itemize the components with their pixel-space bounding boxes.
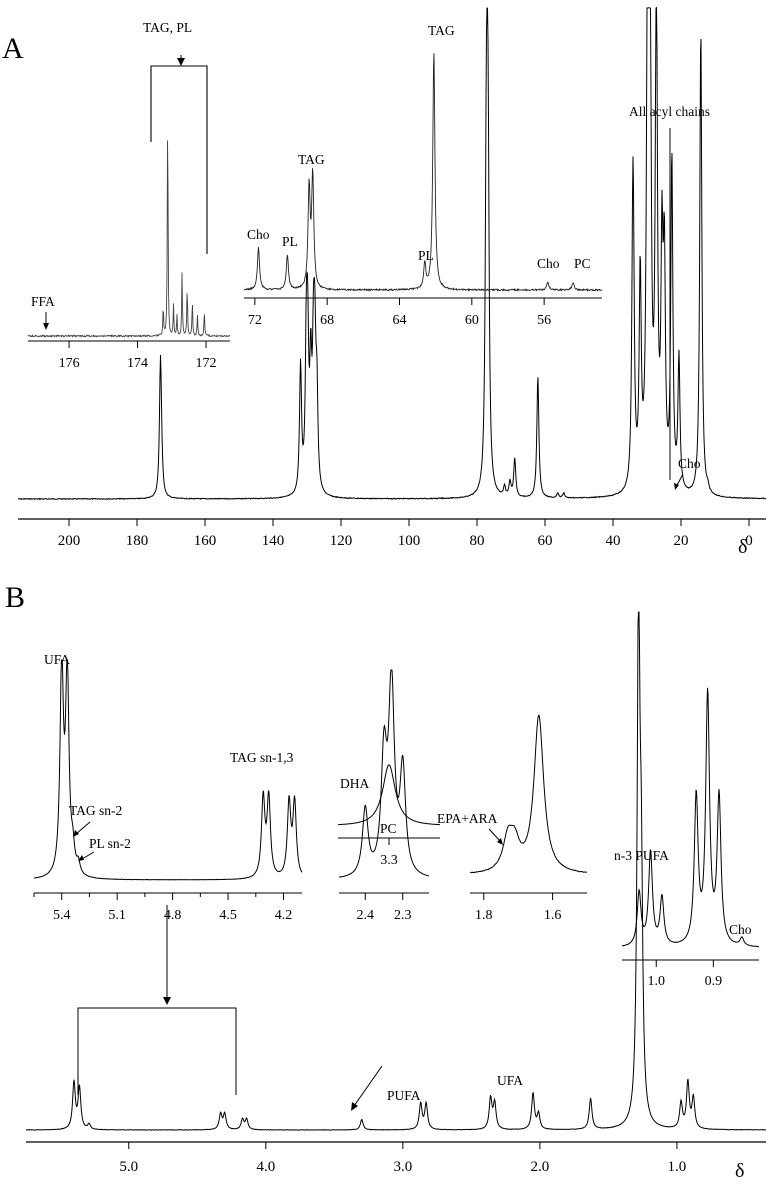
annotation-ffa-arrowhead xyxy=(43,323,49,330)
A-inset-glycerol-tick-label: 64 xyxy=(392,313,406,328)
panel-b-inset-olefinic-glycerol: 5.4 5.1 4.8 4.5 4.2 UFA TAG sn-2 PL sn-2 TAG… xyxy=(33,652,303,923)
annotation-pc-inset: PC xyxy=(574,256,591,271)
annotation-pl-sn2: PL sn-2 xyxy=(89,836,131,851)
B-inset-5.4-4.2-tick-label: 5.1 xyxy=(108,908,126,923)
A-inset-glycerol-tick-label: 56 xyxy=(537,313,551,328)
B-inset-5.4-4.2-tick-label: 4.5 xyxy=(219,908,237,923)
panel-a-inset-glycerol: 72 68 64 60 56 Cho PL TAG PL TAG Cho PC xyxy=(243,23,603,328)
annotation-all-acyl-chains: All acyl chains xyxy=(629,104,710,119)
panel-b-inset-pc: 3.3 PC xyxy=(337,764,441,868)
inset-b4-spectrum-line xyxy=(621,687,759,948)
A-inset-carbonyl-tick-label: 174 xyxy=(127,356,148,371)
A-main-tick-label: 60 xyxy=(538,533,553,549)
B-inset-3.3-tick-label: 3.3 xyxy=(380,853,398,868)
annotation-tag-sn2-arrowhead xyxy=(73,830,79,837)
panel-letter-a: A xyxy=(2,32,24,65)
B-main-tick-label: 1.0 xyxy=(668,1159,687,1175)
annotation-ufa-main: UFA xyxy=(497,1073,523,1088)
inset-b3-spectrum-line xyxy=(469,714,587,874)
annotation-ufa-inset: UFA xyxy=(44,652,70,667)
annotation-ffa: FFA xyxy=(31,294,55,309)
panel-a-inset-carbonyl: 176 174 172 TAG, PL FFA xyxy=(27,20,231,371)
inset-glycerol-spectrum-line xyxy=(243,53,603,293)
B-main-tick-label: 2.0 xyxy=(531,1159,550,1175)
annotation-epa-ara-arrow xyxy=(488,828,501,842)
A-main-tick-label: 40 xyxy=(606,533,621,549)
A-main-tick-label: 180 xyxy=(126,533,149,549)
annotation-tag-inset-1: TAG xyxy=(298,152,325,167)
panel-a-main-chart: 200 180 160 140 120 100 80 60 40 20 0 δ All acyl c… xyxy=(17,6,767,558)
annotation-epa-ara: EPA+ARA xyxy=(437,811,498,826)
annotation-pl-inset-1: PL xyxy=(282,234,298,249)
annotation-pc: PC xyxy=(380,821,397,836)
B-inset-5.4-4.2-tick-label: 4.2 xyxy=(275,908,293,923)
B-inset-1.8-1.6-tick-label: 1.8 xyxy=(475,908,493,923)
panel-letter-b: B xyxy=(5,581,25,614)
annotation-cho-inset-2: Cho xyxy=(537,256,560,271)
B-main-tick-label: 3.0 xyxy=(393,1159,412,1175)
panel-b-inset-dha: 2.4 2.3 DHA xyxy=(338,669,430,923)
B-inset-5.4-4.2-tick-label: 5.4 xyxy=(53,908,71,923)
inset-carbonyl-spectrum-line xyxy=(27,140,231,339)
annotation-tag-sn2: TAG sn-2 xyxy=(69,803,122,818)
annotation-tag-inset-2: TAG xyxy=(428,23,455,38)
B-inset-1.0-0.9-tick-label: 1.0 xyxy=(648,974,666,989)
A-main-tick-label: 200 xyxy=(58,533,81,549)
bracket-5p4-4p2 xyxy=(77,1007,237,1095)
annotation-dha: DHA xyxy=(340,776,369,791)
A-main-tick-label: 100 xyxy=(398,533,421,549)
annotation-pl-sn2-arrowhead xyxy=(78,855,84,861)
B-main-tick-label: 4.0 xyxy=(256,1159,275,1175)
B-inset-2.4-2.3-tick-label: 2.3 xyxy=(394,908,412,923)
bracket-tag-pl-arrowhead xyxy=(177,58,185,66)
A-inset-glycerol-tick-label: 72 xyxy=(248,313,262,328)
annotation-cho-inset: Cho xyxy=(247,227,270,242)
annotation-pl-sn2-arrow xyxy=(81,851,95,860)
panel-b-spectrum-line xyxy=(25,611,767,1131)
A-main-tick-label: 0 xyxy=(745,533,753,549)
annotation-tag-sn2-arrow xyxy=(75,821,91,835)
annotation-cho-main-arrowhead xyxy=(674,483,679,490)
inset-b1-spectrum-line xyxy=(34,659,303,881)
annotation-n3-pufa: n-3 PUFA xyxy=(614,848,669,863)
annotation-tag-sn13: TAG sn-1,3 xyxy=(230,750,294,765)
A-inset-carbonyl-tick-label: 176 xyxy=(59,356,80,371)
B-main-tick-label: 5.0 xyxy=(119,1159,138,1175)
pc-pointer-arrow xyxy=(353,1065,383,1107)
panel-a-spectrum-line xyxy=(17,6,767,501)
A-inset-glycerol-tick-label: 68 xyxy=(320,313,334,328)
panel-b-inset-methyl: 1.0 0.9 n-3 PUFA Cho xyxy=(614,687,759,989)
A-main-tick-label: 140 xyxy=(262,533,285,549)
annotation-epa-ara-arrowhead xyxy=(497,838,503,845)
panel-b-main-chart: 5.0 4.0 3.0 2.0 1.0 δ PUFA UFA xyxy=(25,611,767,1182)
panel-b-inset-epa-ara: 1.8 1.6 EPA+ARA xyxy=(437,714,587,923)
A-main-tick-label: 120 xyxy=(330,533,353,549)
bracket-tag-pl xyxy=(150,65,208,254)
A-main-tick-label: 160 xyxy=(194,533,217,549)
annotation-pl-inset-2: PL xyxy=(418,248,434,263)
annotation-cho-b-inset: Cho xyxy=(729,922,752,937)
annotation-cho-main: Cho xyxy=(678,456,701,471)
A-main-tick-label: 80 xyxy=(470,533,485,549)
A-inset-glycerol-tick-label: 60 xyxy=(465,313,479,328)
pc-pointer-arrowhead xyxy=(351,1102,358,1111)
B-inset-5.4-4.2-tick-label: 4.8 xyxy=(164,908,182,923)
panel-a-delta-label: δ xyxy=(738,536,747,558)
annotation-pufa-main: PUFA xyxy=(387,1088,421,1103)
B-inset-1.0-0.9-tick-label: 0.9 xyxy=(705,974,723,989)
annotation-tag-pl: TAG, PL xyxy=(143,20,192,35)
bracket-5p4-4p2-arrowhead xyxy=(163,997,171,1005)
B-inset-1.8-1.6-tick-label: 1.6 xyxy=(544,908,562,923)
inset-b2-spectrum-line xyxy=(338,669,430,878)
inset-b5-spectrum-line xyxy=(337,764,441,826)
B-inset-2.4-2.3-tick-label: 2.4 xyxy=(357,908,375,923)
A-inset-carbonyl-tick-label: 172 xyxy=(196,356,217,371)
panel-b-delta-label: δ xyxy=(735,1160,744,1182)
A-main-tick-label: 20 xyxy=(674,533,689,549)
